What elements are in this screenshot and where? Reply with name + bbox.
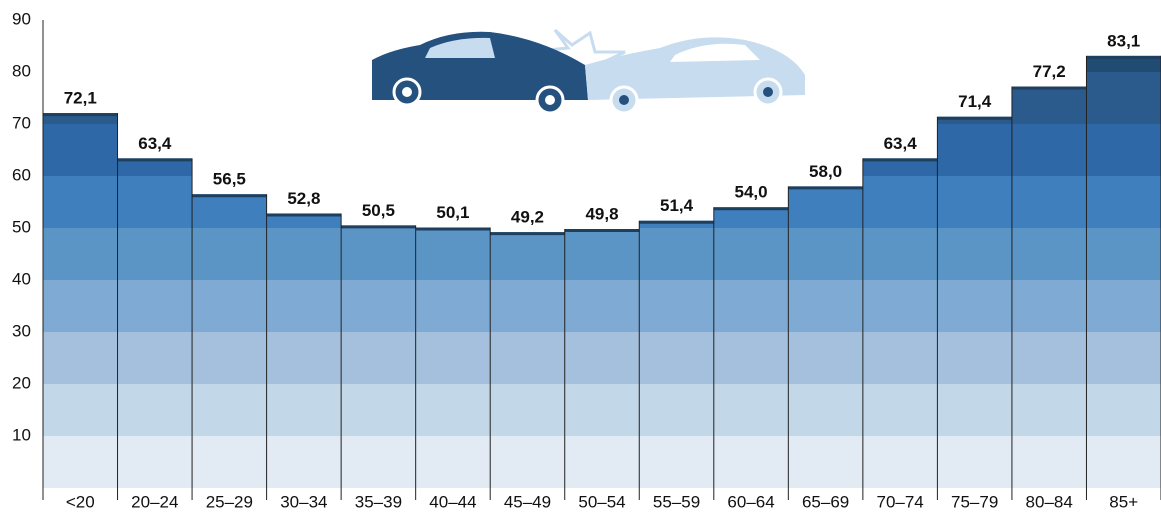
value-label: 49,2 — [511, 208, 544, 227]
bar — [43, 113, 118, 488]
bar — [341, 225, 416, 488]
bar — [1011, 86, 1087, 488]
y-tick-label: 80 — [12, 61, 31, 80]
bar — [564, 229, 640, 489]
value-label: 71,4 — [958, 92, 992, 111]
bar — [415, 227, 491, 489]
x-tick-label: 30–34 — [280, 492, 327, 511]
bar — [192, 194, 267, 488]
value-label: 50,5 — [362, 201, 395, 220]
x-tick-label: 75–79 — [951, 492, 998, 511]
bar — [1086, 55, 1161, 488]
y-tick-label: 10 — [12, 425, 31, 444]
bar — [117, 158, 193, 488]
y-tick-label: 60 — [12, 165, 31, 184]
x-tick-label: <20 — [66, 492, 95, 511]
value-label: 63,4 — [884, 134, 918, 153]
y-tick-label: 50 — [12, 217, 31, 236]
y-tick-label: 30 — [12, 321, 31, 340]
x-tick-label: 35–39 — [355, 492, 402, 511]
x-tick-label: 65–69 — [802, 492, 849, 511]
y-tick-label: 90 — [12, 9, 31, 28]
value-label: 63,4 — [138, 134, 172, 153]
x-tick-label: 55–59 — [653, 492, 700, 511]
bar — [266, 213, 342, 488]
value-label: 83,1 — [1107, 31, 1140, 50]
bar — [937, 116, 1012, 488]
x-tick-label: 20–24 — [131, 492, 178, 511]
x-tick-label: 40–44 — [429, 492, 476, 511]
y-tick-label: 20 — [12, 373, 31, 392]
value-label: 49,8 — [585, 205, 618, 224]
bar — [862, 158, 938, 488]
x-tick-label: 25–29 — [206, 492, 253, 511]
x-tick-label: 50–54 — [578, 492, 625, 511]
value-label: 50,1 — [436, 203, 469, 222]
x-tick-label: 80–84 — [1026, 492, 1073, 511]
bar — [788, 186, 863, 488]
value-label: 72,1 — [64, 89, 97, 108]
value-label: 52,8 — [287, 189, 320, 208]
bar — [713, 207, 789, 488]
value-label: 51,4 — [660, 196, 694, 215]
y-tick-label: 40 — [12, 269, 31, 288]
x-tick-label: 60–64 — [727, 492, 774, 511]
x-tick-label: 45–49 — [504, 492, 551, 511]
value-label: 77,2 — [1033, 62, 1066, 81]
x-tick-label: 85+ — [1109, 492, 1138, 511]
value-label: 58,0 — [809, 162, 842, 181]
car-icon — [372, 28, 805, 115]
value-label: 56,5 — [213, 170, 246, 189]
bar — [490, 232, 565, 488]
x-tick-label: 70–74 — [876, 492, 923, 511]
bar — [639, 220, 714, 488]
y-tick-label: 70 — [12, 113, 31, 132]
value-label: 54,0 — [735, 183, 768, 202]
